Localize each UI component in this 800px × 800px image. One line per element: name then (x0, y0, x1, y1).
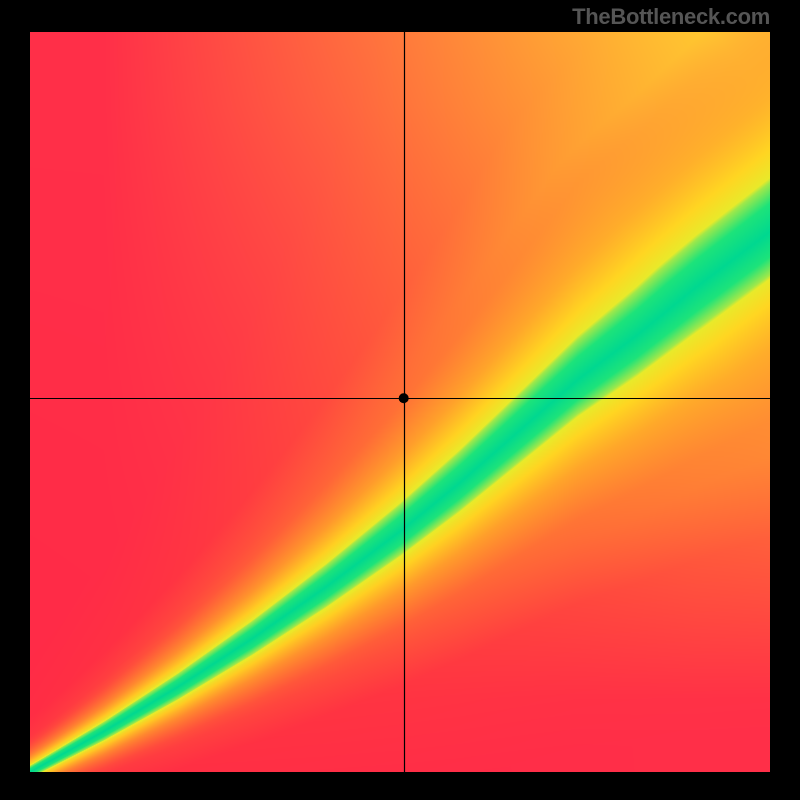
heatmap-canvas (30, 32, 770, 772)
watermark-text: TheBottleneck.com (572, 4, 770, 30)
plot-area (30, 32, 770, 772)
chart-container: TheBottleneck.com (0, 0, 800, 800)
